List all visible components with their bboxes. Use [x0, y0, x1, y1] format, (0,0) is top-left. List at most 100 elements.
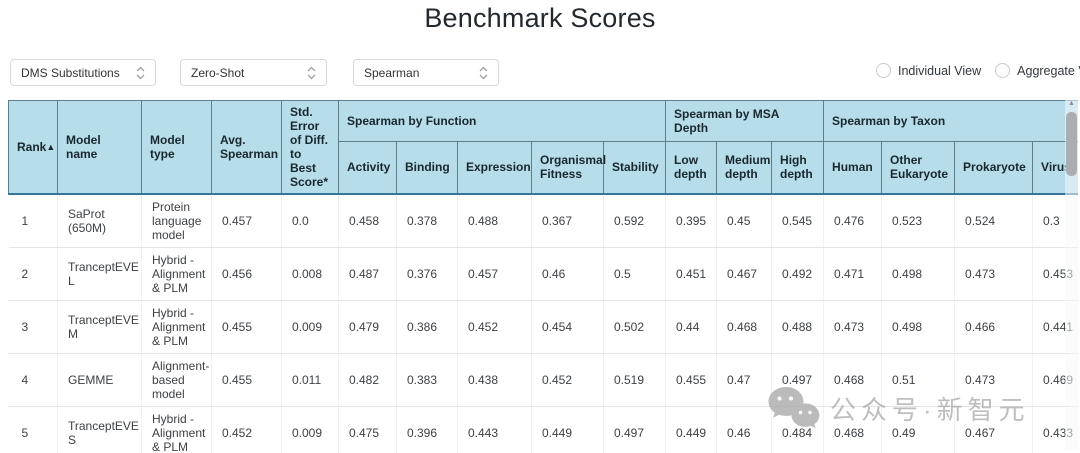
column-header-avg-spearman: Avg. Spearman	[211, 100, 282, 195]
cell-prokaryote: 0.466	[954, 300, 1034, 354]
group-header-spearman-by-msa-depth: Spearman by MSA Depth	[665, 100, 825, 142]
column-header-stability: Stability	[602, 140, 667, 195]
cell-expression: 0.457	[457, 247, 532, 301]
cell-rank: 4	[8, 353, 58, 407]
cell-rank: 5	[8, 406, 58, 453]
radio-circle-icon[interactable]	[876, 63, 891, 78]
cell-model-name: SaProt (650M)	[57, 194, 142, 248]
table-row: 5 TranceptEVE S Hybrid - Alignment & PLM…	[8, 406, 1078, 453]
column-header-medium-depth: Medium depth	[716, 140, 773, 195]
scrollbar-track[interactable]	[1065, 97, 1078, 450]
sort-ascending-icon: ▲	[46, 142, 56, 152]
dataset-dropdown-value: DMS Substitutions	[21, 65, 120, 80]
cell-organismal-fitness: 0.454	[531, 300, 604, 354]
cell-binding: 0.383	[396, 353, 458, 407]
cell-prokaryote: 0.524	[954, 194, 1034, 248]
cell-stability: 0.519	[603, 353, 667, 407]
scrollbar-thumb[interactable]	[1066, 112, 1077, 176]
column-header-low-depth: Low depth	[665, 140, 718, 195]
dataset-dropdown[interactable]: DMS Substitutions	[10, 59, 156, 86]
cell-activity: 0.475	[338, 406, 397, 453]
cell-medium-depth: 0.468	[716, 300, 773, 354]
cell-low-depth: 0.395	[665, 194, 718, 248]
cell-rank: 1	[8, 194, 58, 248]
cell-avg-spearman: 0.455	[211, 353, 282, 407]
scrollbar-arrow-up-icon[interactable]: ▲	[1068, 100, 1075, 107]
chevron-up-down-icon	[479, 66, 488, 79]
cell-low-depth: 0.44	[665, 300, 718, 354]
cell-other-eukaryote: 0.498	[881, 300, 956, 354]
cell-stability: 0.592	[603, 194, 667, 248]
cell-prokaryote: 0.467	[954, 406, 1034, 453]
cell-model-type: Hybrid - Alignment & PLM	[141, 247, 212, 301]
individual-view-radio[interactable]: Individual View	[876, 63, 981, 78]
cell-std-error: 0.009	[281, 300, 339, 354]
aggregate-view-label: Aggregate View	[1017, 63, 1080, 78]
cell-medium-depth: 0.467	[716, 247, 773, 301]
group-header-spearman-by-function: Spearman by Function	[337, 100, 667, 142]
cell-human: 0.476	[823, 194, 883, 248]
cell-high-depth: 0.488	[771, 300, 825, 354]
cell-activity: 0.479	[338, 300, 397, 354]
cell-high-depth: 0.492	[771, 247, 825, 301]
column-header-rank[interactable]: Rank▲	[8, 100, 58, 195]
cell-high-depth: 0.545	[771, 194, 825, 248]
cell-expression: 0.488	[457, 194, 532, 248]
metric-dropdown[interactable]: Spearman	[353, 59, 499, 86]
metric-dropdown-value: Spearman	[364, 65, 420, 80]
cell-medium-depth: 0.45	[716, 194, 773, 248]
cell-binding: 0.396	[396, 406, 458, 453]
cell-organismal-fitness: 0.452	[531, 353, 604, 407]
cell-model-type: Hybrid - Alignment & PLM	[141, 406, 212, 453]
column-header-binding: Binding	[396, 140, 458, 195]
cell-model-type: Hybrid - Alignment & PLM	[141, 300, 212, 354]
cell-prokaryote: 0.473	[954, 353, 1034, 407]
table-row: 4 GEMME Alignment-based model 0.455 0.01…	[8, 353, 1078, 407]
column-header-organismal-fitness: Organismal Fitness	[531, 140, 606, 195]
radio-circle-icon[interactable]	[995, 63, 1011, 78]
cell-high-depth: 0.484	[771, 406, 825, 453]
cell-model-name: GEMME	[57, 353, 142, 407]
cell-binding: 0.376	[396, 247, 458, 301]
page-title: Benchmark Scores	[424, 3, 656, 33]
aggregate-view-radio[interactable]: Aggregate View	[995, 63, 1080, 78]
cell-binding: 0.386	[396, 300, 458, 354]
cell-high-depth: 0.497	[771, 353, 825, 407]
cell-activity: 0.458	[338, 194, 397, 248]
cell-expression: 0.452	[457, 300, 532, 354]
cell-low-depth: 0.451	[665, 247, 718, 301]
table-row: 2 TranceptEVE L Hybrid - Alignment & PLM…	[8, 247, 1078, 301]
cell-low-depth: 0.455	[665, 353, 718, 407]
cell-model-name: TranceptEVE M	[57, 300, 142, 354]
cell-human: 0.471	[823, 247, 883, 301]
cell-avg-spearman: 0.452	[211, 406, 282, 453]
group-header-spearman-by-taxon: Spearman by Taxon	[823, 100, 1078, 142]
cell-model-name: TranceptEVE S	[57, 406, 142, 453]
cell-prokaryote: 0.473	[954, 247, 1034, 301]
cell-human: 0.468	[823, 406, 883, 453]
cell-stability: 0.502	[603, 300, 667, 354]
cell-rank: 2	[8, 247, 58, 301]
cell-avg-spearman: 0.455	[211, 300, 282, 354]
cell-stability: 0.5	[603, 247, 667, 301]
cell-organismal-fitness: 0.449	[531, 406, 604, 453]
chevron-up-down-icon	[307, 66, 316, 79]
column-header-prokaryote: Prokaryote	[954, 140, 1034, 195]
vertical-scrollbar[interactable]: ▲	[1065, 97, 1078, 450]
table-row: 3 TranceptEVE M Hybrid - Alignment & PLM…	[8, 300, 1078, 354]
cell-medium-depth: 0.47	[716, 353, 773, 407]
column-header-activity: Activity	[338, 140, 397, 195]
cell-avg-spearman: 0.456	[211, 247, 282, 301]
benchmark-table: Rank▲ Model name Model type Avg. Spearma…	[8, 100, 1078, 453]
benchmark-table-container: Rank▲ Model name Model type Avg. Spearma…	[8, 100, 1078, 453]
model-setting-dropdown[interactable]: Zero-Shot	[180, 59, 327, 86]
cell-activity: 0.482	[338, 353, 397, 407]
cell-human: 0.473	[823, 300, 883, 354]
cell-medium-depth: 0.46	[716, 406, 773, 453]
cell-std-error: 0.0	[281, 194, 339, 248]
cell-std-error: 0.008	[281, 247, 339, 301]
column-header-model-type: Model type	[141, 100, 212, 195]
cell-other-eukaryote: 0.523	[881, 194, 956, 248]
cell-std-error: 0.011	[281, 353, 339, 407]
cell-std-error: 0.009	[281, 406, 339, 453]
